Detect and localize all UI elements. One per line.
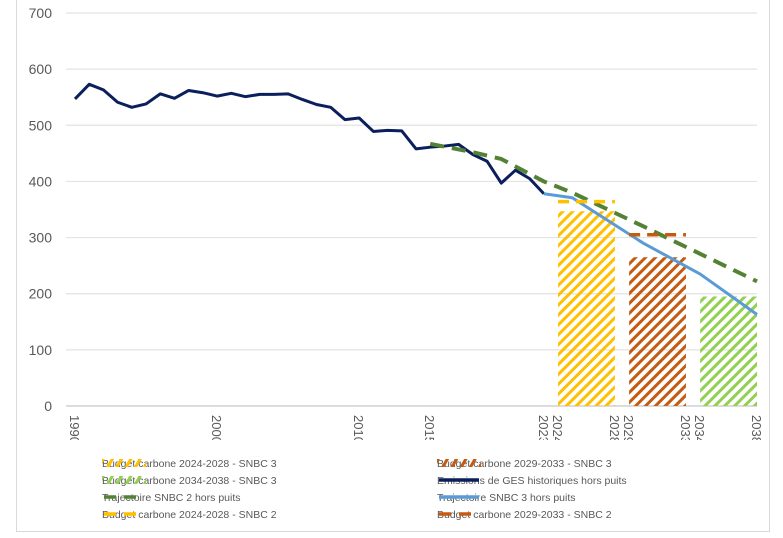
legend-line-swatch	[104, 512, 144, 516]
legend-item: Trajectoire SNBC 3 hors puits	[437, 492, 576, 504]
y-tick-label: 400	[29, 173, 53, 189]
legend-hatch-swatch	[102, 459, 146, 467]
budget-bar	[700, 296, 757, 406]
x-tick-label: 2024	[550, 415, 565, 440]
x-tick-label: 2010	[351, 415, 366, 440]
legend-item: Budget carbone 2029-2033 - SNBC 2	[437, 509, 612, 521]
legend-item: Emissions de GES historiques hors puits	[437, 475, 627, 487]
x-tick-label: 2033	[678, 415, 693, 440]
legend-label: Budget carbone 2029-2033 - SNBC 2	[437, 509, 612, 521]
x-tick-label: 2038	[749, 415, 764, 440]
x-tick-label: 2015	[422, 415, 437, 440]
y-tick-label: 0	[44, 398, 52, 414]
y-tick-label: 500	[29, 117, 53, 133]
legend-item: Budget carbone 2024-2028 - SNBC 2	[102, 509, 277, 521]
chart-plot: 0 100 200 300 400 500 600 700 1990 2000 2010 2015 20…	[29, 5, 764, 440]
x-tick-label: 1990	[67, 415, 82, 440]
legend-hatch-swatch	[102, 476, 146, 484]
x-tick-label: 2028	[607, 415, 622, 440]
legend-item: Budget carbone 2034-2038 - SNBC 3	[102, 475, 277, 487]
y-tick-label: 700	[29, 5, 53, 21]
legend-hatch-swatch	[437, 459, 481, 467]
legend-item: Budget carbone 2029-2033 - SNBC 3	[437, 458, 612, 470]
legend-item: Trajectoire SNBC 2 hors puits	[102, 492, 241, 504]
legend-line-swatch	[104, 495, 144, 499]
budget-bar	[558, 211, 615, 406]
x-tick-label: 2034	[692, 415, 707, 440]
x-tick-label: 2000	[209, 415, 224, 440]
y-tick-label: 600	[29, 61, 53, 77]
x-tick-label: 2023	[536, 415, 551, 440]
series-line	[543, 192, 758, 316]
x-tick-label: 2029	[621, 415, 636, 440]
legend-label: Budget carbone 2024-2028 - SNBC 2	[102, 509, 277, 521]
legend-line-swatch	[439, 512, 479, 516]
y-tick-label: 100	[29, 342, 53, 358]
legend-item: Budget carbone 2024-2028 - SNBC 3	[102, 458, 277, 470]
legend-label: Trajectoire SNBC 3 hors puits	[437, 492, 576, 504]
legend-line-swatch	[439, 478, 479, 482]
chart-frame	[16, 0, 770, 532]
series-line	[73, 82, 545, 195]
legend-line-swatch	[439, 495, 479, 499]
y-tick-label: 200	[29, 286, 53, 302]
budget-bar	[629, 257, 686, 406]
y-tick-label: 300	[29, 230, 53, 246]
legend-label: Trajectoire SNBC 2 hors puits	[102, 492, 241, 504]
series-line	[429, 141, 758, 284]
legend-label: Emissions de GES historiques hors puits	[437, 475, 627, 487]
